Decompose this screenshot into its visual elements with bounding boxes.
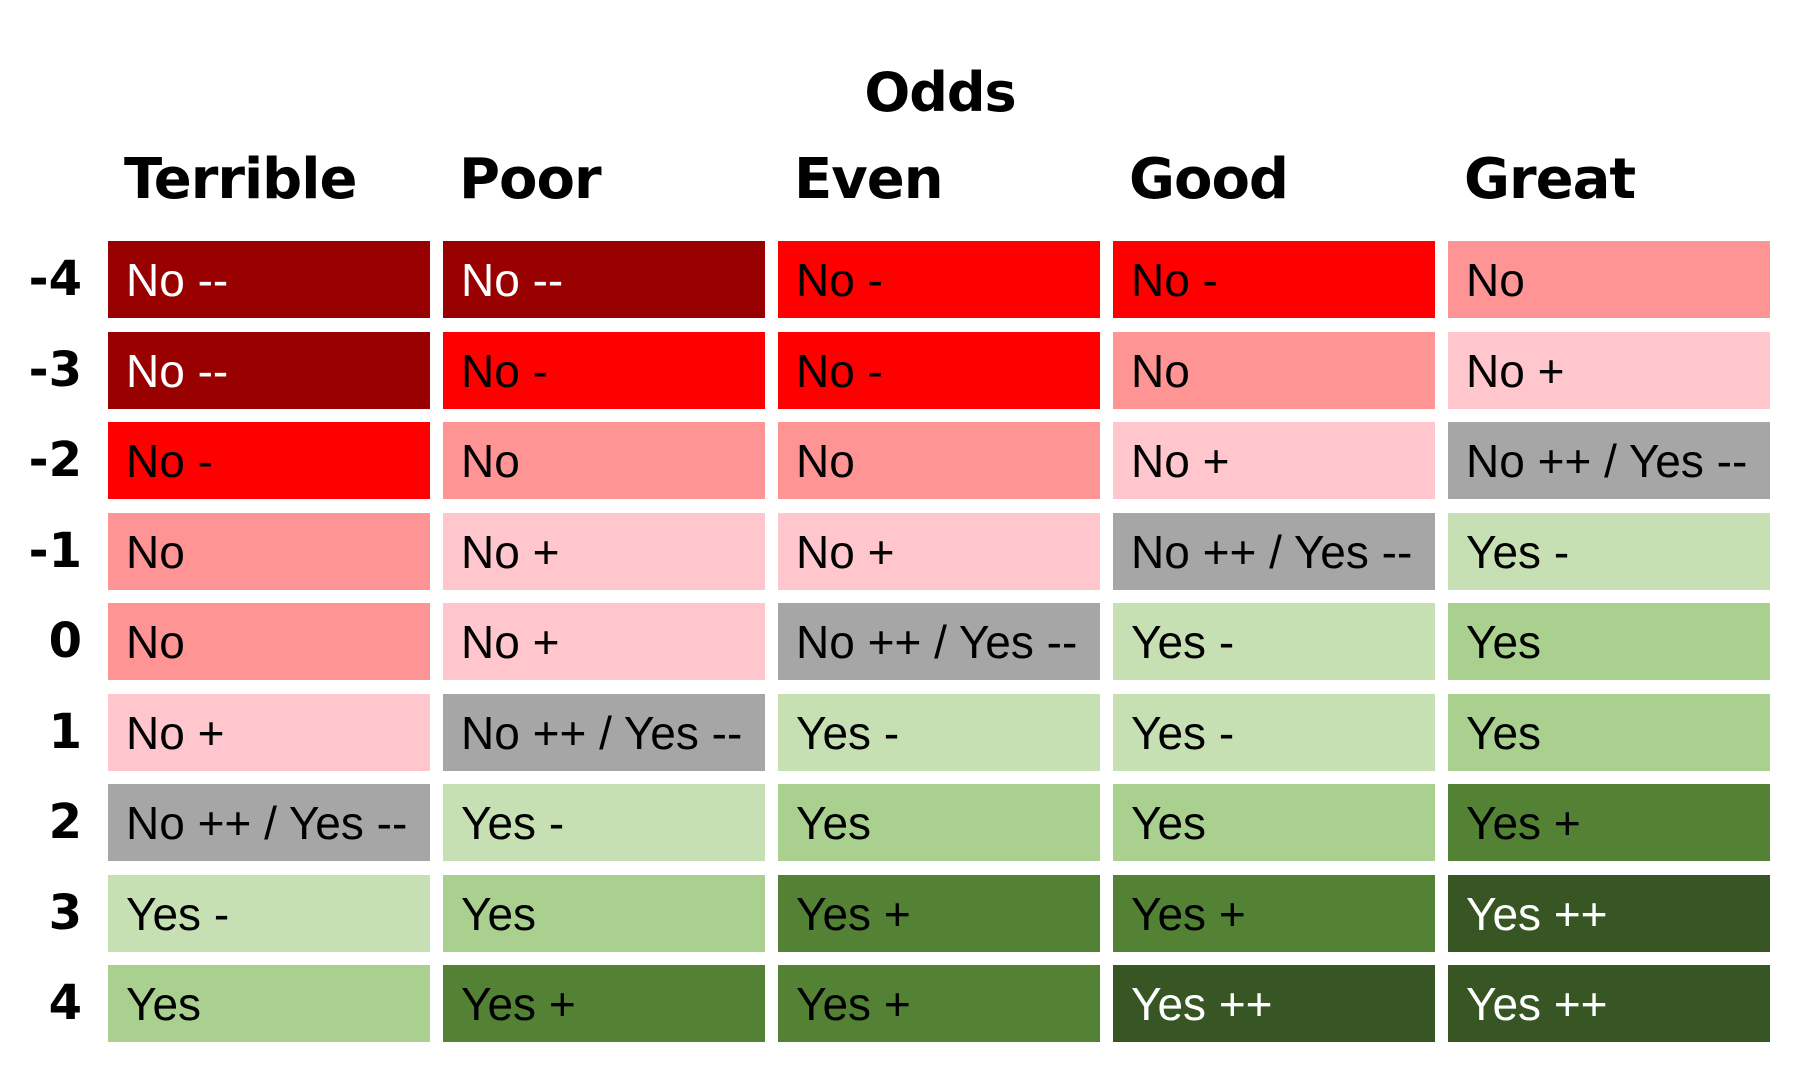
table-cell: Yes ++ (1448, 875, 1770, 952)
row-label: -2 (28, 432, 82, 488)
table-cell: Yes (1448, 694, 1770, 771)
table-cell: No (778, 422, 1100, 499)
table-cell: Yes (108, 965, 430, 1042)
table-cell: No (443, 422, 765, 499)
table-cell: Yes - (443, 784, 765, 861)
table-cell: No + (443, 603, 765, 680)
table-cell: No ++ / Yes -- (1448, 422, 1770, 499)
table-cell: No - (778, 241, 1100, 318)
row-label: -1 (28, 523, 82, 579)
table-cell: No (108, 603, 430, 680)
table-cell: No (1113, 332, 1435, 409)
table-cell: Yes - (108, 875, 430, 952)
table-cell: No ++ / Yes -- (443, 694, 765, 771)
table-cell: No (108, 513, 430, 590)
row-label: -3 (28, 342, 82, 398)
table-cell: No -- (108, 241, 430, 318)
column-header-poor: Poor (459, 147, 602, 212)
table-cell: Yes (1113, 784, 1435, 861)
table-cell: Yes - (1113, 603, 1435, 680)
table-cell: Yes + (1448, 784, 1770, 861)
column-header-good: Good (1129, 147, 1289, 212)
table-cell: No - (778, 332, 1100, 409)
table-cell: No - (108, 422, 430, 499)
table-cell: Yes - (1113, 694, 1435, 771)
row-label: 2 (48, 794, 82, 850)
table-cell: Yes ++ (1448, 965, 1770, 1042)
column-header-even: Even (794, 147, 944, 212)
table-cell: Yes - (778, 694, 1100, 771)
table-cell: No (1448, 241, 1770, 318)
table-cell: Yes (778, 784, 1100, 861)
table-cell: No + (108, 694, 430, 771)
table-cell: No ++ / Yes -- (108, 784, 430, 861)
table-cell: Yes ++ (1113, 965, 1435, 1042)
row-label: 4 (48, 975, 82, 1031)
row-label: 3 (48, 885, 82, 941)
column-header-great: Great (1464, 147, 1636, 212)
table-cell: No -- (443, 241, 765, 318)
row-label: 0 (48, 613, 82, 669)
table-title: Odds (864, 61, 1016, 124)
table-cell: No - (1113, 241, 1435, 318)
table-cell: Yes + (1113, 875, 1435, 952)
table-cell: Yes + (778, 875, 1100, 952)
table-cell: Yes + (778, 965, 1100, 1042)
row-label: -4 (28, 251, 82, 307)
table-cell: No + (1113, 422, 1435, 499)
column-header-terrible: Terrible (124, 147, 357, 212)
table-cell: No + (1448, 332, 1770, 409)
row-label: 1 (48, 704, 82, 760)
table-cell: No + (778, 513, 1100, 590)
table-cell: No -- (108, 332, 430, 409)
table-cell: Yes + (443, 965, 765, 1042)
table-cell: Yes (1448, 603, 1770, 680)
table-cell: Yes (443, 875, 765, 952)
table-cell: No - (443, 332, 765, 409)
table-cell: No ++ / Yes -- (1113, 513, 1435, 590)
table-cell: Yes - (1448, 513, 1770, 590)
table-cell: No ++ / Yes -- (778, 603, 1100, 680)
table-cell: No + (443, 513, 765, 590)
